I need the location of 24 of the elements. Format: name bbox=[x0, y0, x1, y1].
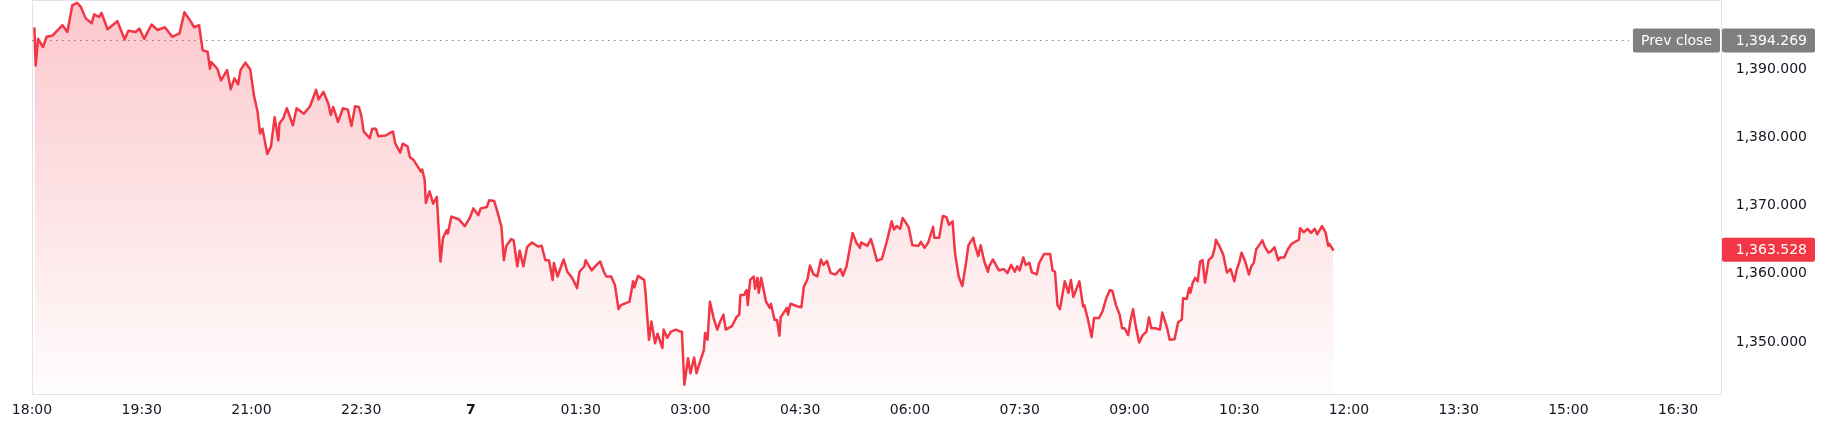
y-tick-label: 1,350.000 bbox=[1735, 332, 1807, 349]
x-tick-label: 10:30 bbox=[1218, 401, 1260, 418]
y-tick-label: 1,380.000 bbox=[1735, 128, 1807, 145]
x-tick-label: 13:30 bbox=[1438, 401, 1479, 418]
x-tick-label: 19:30 bbox=[121, 401, 162, 418]
text: 1,394.269 bbox=[1735, 32, 1807, 49]
x-tick-label: 04:30 bbox=[780, 401, 821, 418]
x-tick-label: 06:00 bbox=[889, 401, 931, 418]
x-tick-label: 01:30 bbox=[560, 401, 601, 418]
y-tick-label: 1,360.000 bbox=[1735, 264, 1807, 281]
x-tick-label: 15:00 bbox=[1548, 401, 1589, 418]
x-tick-label: 03:00 bbox=[670, 401, 711, 418]
x-tick-label: 18:00 bbox=[11, 401, 53, 418]
x-tick-label: 22:30 bbox=[341, 401, 382, 418]
x-tick-label: 21:00 bbox=[231, 401, 272, 418]
x-tick-label: 16:30 bbox=[1657, 401, 1699, 418]
x-tick-label: 7 bbox=[466, 401, 476, 418]
x-tick-label: 09:00 bbox=[1109, 401, 1150, 418]
x-tick-label: 07:30 bbox=[999, 401, 1040, 418]
x-tick-label: 12:00 bbox=[1328, 401, 1370, 418]
y-tick-label: 1,390.000 bbox=[1735, 60, 1807, 77]
y-tick-label: 1,370.000 bbox=[1735, 196, 1807, 213]
ref-line-label: Prev close bbox=[1640, 32, 1712, 49]
text: 1,363.528 bbox=[1735, 241, 1807, 258]
